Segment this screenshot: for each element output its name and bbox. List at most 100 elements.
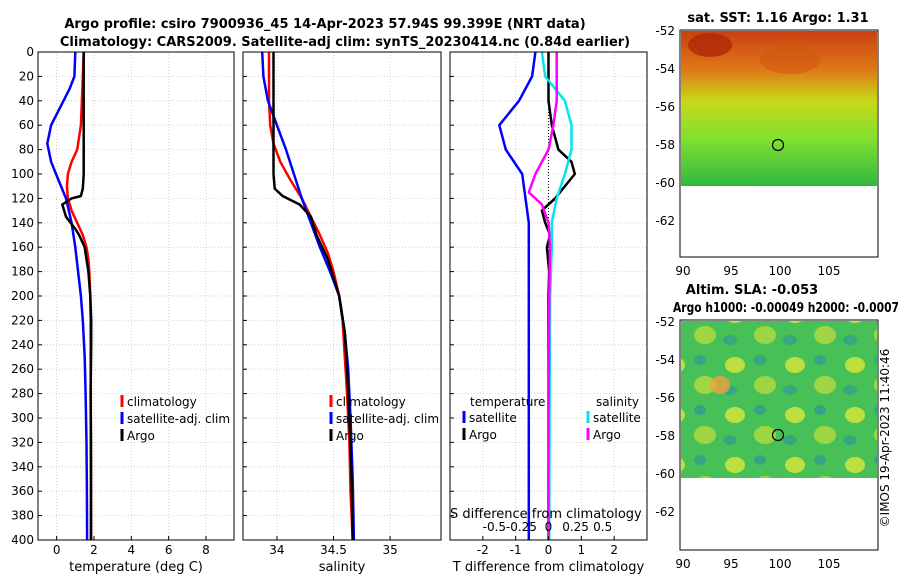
depth-tick-label: 360	[11, 484, 34, 498]
sst-warm-patch	[760, 46, 820, 74]
depth-tick-label: 160	[11, 240, 34, 254]
depth-tick-label: 100	[11, 167, 34, 181]
sst-warm-patch	[688, 33, 732, 57]
difference-xtick-label: 1	[578, 543, 586, 557]
sst-xtick: 95	[723, 264, 738, 278]
difference-xtick-label: 0	[545, 543, 553, 557]
difference-xtick-label: -1	[510, 543, 522, 557]
sla-map: Altim. SLA: -0.053 Argo h1000: -0.00049 …	[655, 283, 899, 571]
difference-legend-headers: temperature salinity	[470, 395, 639, 409]
temperature-xtick-label: 4	[128, 543, 136, 557]
difference-series-satellite	[498, 51, 537, 540]
legend-label: climatology	[127, 395, 197, 409]
legend-header-salinity: salinity	[596, 395, 639, 409]
depth-tick-label: 40	[19, 94, 34, 108]
temperature-plot-area	[38, 52, 234, 540]
s-diff-tick-label: -0.25	[506, 520, 537, 534]
sst-ytick: -62	[655, 214, 675, 228]
legend-label: satellite-adj. clim	[127, 412, 230, 426]
sst-map-title: sat. SST: 1.16 Argo: 1.31	[687, 11, 868, 26]
sla-xtick: 90	[675, 557, 690, 571]
legend-header-temperature: temperature	[470, 395, 545, 409]
legend-label: Argo	[593, 428, 621, 442]
depth-tick-label: 280	[11, 387, 34, 401]
temperature-series-argo	[61, 52, 93, 540]
salinity-xtick-label: 35	[382, 543, 397, 557]
sst-ytick: -54	[655, 62, 675, 76]
depth-tick-label: 400	[11, 533, 34, 547]
s-diff-tick-label: 0	[545, 520, 553, 534]
sla-xtick: 105	[818, 557, 841, 571]
sla-ytick: -62	[655, 505, 675, 519]
sst-map-ticks: -52 -54 -56 -58 -60 -62 90 95 100 105	[655, 24, 840, 278]
difference-panel: -2 -1 0 1 2 T difference from climatology -0.5…	[449, 51, 648, 575]
sst-map: sat. SST: 1.16 Argo: 1.31 -52 -54 -56 -5…	[655, 11, 879, 278]
depth-tick-label: 140	[11, 216, 34, 230]
depth-tick-label: 20	[19, 69, 34, 83]
sla-ytick: -58	[655, 429, 675, 443]
argo-location-marker	[771, 428, 785, 442]
s-diff-tick-label: 0.25	[562, 520, 589, 534]
temperature-xtick-label: 2	[90, 543, 98, 557]
salinity-panel: 34 34.5 35 salinity climatology satellite-adj…	[242, 51, 442, 575]
sla-ytick: -54	[655, 353, 675, 367]
legend-label: Argo	[336, 429, 364, 443]
depth-tick-label: 120	[11, 191, 34, 205]
sla-xtick: 100	[769, 557, 792, 571]
sst-ytick: -58	[655, 138, 675, 152]
legend-label: satellite	[593, 411, 641, 425]
depth-tick-label: 380	[11, 509, 34, 523]
s-diff-tick-label: 0.5	[593, 520, 612, 534]
difference-xtick-label: 2	[610, 543, 618, 557]
sla-high-patch	[710, 376, 730, 394]
title-line-2: Climatology: CARS2009. Satellite-adj cli…	[60, 35, 630, 50]
sla-map-title-line-2: Argo h1000: -0.00049 h2000: -0.0007	[673, 301, 899, 316]
sst-xtick: 100	[769, 264, 792, 278]
salinity-series-argo	[272, 52, 354, 541]
legend-label: satellite-adj. clim	[336, 412, 439, 426]
depth-tick-label: 260	[11, 362, 34, 376]
sst-xtick: 90	[675, 264, 690, 278]
sla-map-ticks: -52 -54 -56 -58 -60 -62 90 95 100 105	[655, 315, 840, 571]
sst-ytick: -60	[655, 176, 675, 190]
temperature-xtick-label: 8	[202, 543, 210, 557]
temperature-panel: 0 20 40 60 80 100 120 140 160 180 200 220 240 260 280 3…	[11, 45, 235, 575]
difference-series-argo	[527, 52, 558, 540]
depth-tick-label: 0	[26, 45, 34, 59]
depth-tick-label: 300	[11, 411, 34, 425]
sst-ytick: -52	[655, 24, 675, 38]
legend-label: Argo	[127, 429, 155, 443]
legend-label: Argo	[469, 428, 497, 442]
depth-tick-label: 80	[19, 143, 34, 157]
sst-xtick: 105	[818, 264, 841, 278]
imos-watermark: ©IMOS 19-Apr-2023 11:40:46	[878, 349, 892, 528]
s-diff-tick-label: -0.5	[483, 520, 506, 534]
argo-location-marker	[771, 138, 785, 152]
depth-tick-label: 240	[11, 338, 34, 352]
depth-tick-label: 60	[19, 118, 34, 132]
title-line-1: Argo profile: csiro 7900936_45 14-Apr-20…	[64, 17, 585, 32]
salinity-xtick-label: 34.5	[320, 543, 347, 557]
difference-xlabel: T difference from climatology	[452, 560, 645, 575]
difference-xtick-label: -2	[477, 543, 489, 557]
temperature-xtick-label: 6	[165, 543, 173, 557]
difference-s-axis-label: S difference from climatology	[450, 507, 642, 522]
temperature-xlabel: temperature (deg C)	[69, 560, 203, 575]
depth-tick-label: 180	[11, 265, 34, 279]
sst-ytick: -56	[655, 100, 675, 114]
depth-tick-label: 340	[11, 460, 34, 474]
legend-label: climatology	[336, 395, 406, 409]
sla-ytick: -52	[655, 315, 675, 329]
depth-tick-label: 320	[11, 435, 34, 449]
sla-ytick: -60	[655, 467, 675, 481]
depth-tick-label: 220	[11, 313, 34, 327]
sla-map-title-line-1: Altim. SLA: -0.053	[686, 283, 818, 298]
sla-map-field	[681, 321, 877, 478]
salinity-xlabel: salinity	[319, 560, 366, 575]
legend-label: satellite	[469, 411, 517, 425]
sla-xtick: 95	[723, 557, 738, 571]
sla-ytick: -56	[655, 391, 675, 405]
salinity-xtick-label: 34	[269, 543, 284, 557]
depth-tick-label: 200	[11, 289, 34, 303]
